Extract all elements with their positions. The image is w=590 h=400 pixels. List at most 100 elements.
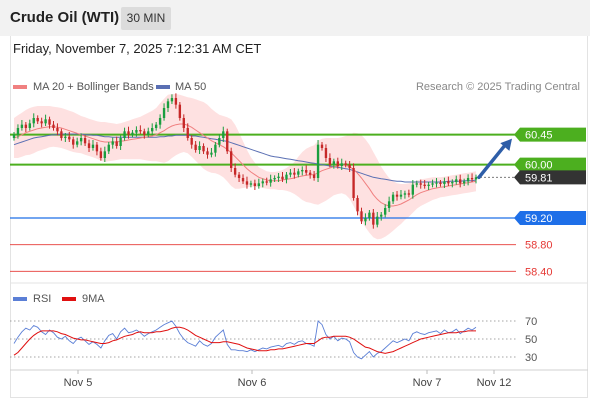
candle-body (257, 183, 261, 186)
candle-body (427, 184, 430, 186)
rsi-ma-legend-swatch (62, 297, 76, 301)
chart-frame (10, 36, 588, 398)
candle-body (202, 146, 205, 152)
candle-body (435, 182, 438, 184)
x-tick-label: Nov 5 (64, 377, 93, 389)
price-tag-bg (514, 170, 586, 185)
candle-body (186, 128, 189, 138)
candle-body (218, 138, 221, 145)
candle-body (462, 181, 466, 184)
x-tick-label: Nov 6 (238, 377, 267, 389)
candle-body (178, 104, 182, 118)
candle-body (123, 131, 126, 138)
price-tag-59-81: 59.81 (525, 172, 553, 184)
price-levels (10, 133, 516, 272)
candle-body (451, 182, 454, 184)
header-bar: Crude Oil (WTI) 30 MIN (0, 0, 590, 36)
candle-body (182, 118, 185, 128)
candle-body (107, 144, 110, 152)
candle-body (237, 174, 241, 178)
candle-body (56, 128, 59, 132)
candle-body (190, 138, 193, 145)
rsi-line (13, 320, 477, 360)
candle-body (474, 177, 478, 180)
candle-body (52, 124, 55, 128)
candle-body (44, 119, 47, 124)
candle-body (407, 193, 411, 195)
candle-body (352, 168, 355, 198)
candle-body (12, 134, 16, 138)
price-tag-bg (514, 211, 586, 225)
price-tag-58-80: 58.80 (525, 240, 553, 252)
candle-body (439, 182, 442, 184)
candle-body (415, 183, 418, 185)
candle-body (20, 124, 24, 128)
candle-body (301, 170, 304, 172)
candle-body (395, 194, 399, 197)
candle-body (214, 144, 217, 153)
candle-body (383, 208, 387, 215)
candle-body (443, 181, 446, 184)
candle-body (32, 118, 35, 124)
candle-body (403, 193, 407, 195)
candle-body (194, 144, 197, 150)
candle-body (391, 194, 395, 202)
candle-body (147, 131, 150, 135)
candle-body (411, 184, 415, 195)
candle-body (249, 183, 253, 185)
datetime-label: Friday, November 7, 2025 7:12:31 AM CET (13, 41, 262, 56)
candle-body (99, 151, 103, 158)
rsi-tick-label: 30 (525, 352, 537, 364)
candle-body (376, 216, 379, 225)
candle-body (143, 131, 146, 135)
candle-body (356, 198, 359, 212)
candle-body (226, 131, 229, 152)
candlesticks (12, 93, 478, 229)
rsi-tick-label: 70 (525, 316, 537, 328)
candle-body (336, 161, 339, 166)
price-tag-60-45: 60.45 (525, 130, 553, 142)
candle-body (64, 136, 67, 138)
candle-body (115, 141, 118, 146)
candle-body (111, 141, 114, 145)
candle-body (253, 183, 257, 186)
candle-body (198, 146, 201, 150)
candle-body (372, 212, 375, 225)
price-tag-60-00: 60.00 (525, 160, 553, 172)
copyright-label: Research © 2025 Trading Central (416, 81, 580, 93)
rsi-legend-swatch (13, 297, 27, 301)
candle-body (151, 128, 154, 132)
ma20-legend-swatch (13, 85, 27, 89)
candle-body (289, 172, 292, 175)
candle-body (36, 118, 39, 122)
candle-body (459, 179, 462, 184)
ma20-line (13, 123, 477, 207)
candle-body (79, 138, 83, 142)
candle-body (324, 148, 328, 158)
ma50-line (13, 133, 477, 183)
candle-body (455, 179, 458, 182)
candle-body (447, 181, 450, 184)
moving-averages (13, 123, 477, 207)
candle-body (305, 170, 308, 173)
candle-body (87, 143, 91, 148)
candle-body (206, 151, 209, 155)
candle-body (131, 132, 134, 135)
candle-body (103, 151, 107, 158)
candle-body (340, 163, 343, 166)
price-tag-bg (514, 127, 586, 142)
price-tag-bg (514, 157, 586, 172)
ma50-legend-label: MA 50 (175, 81, 206, 93)
candle-body (174, 98, 178, 105)
candle-body (170, 98, 174, 102)
candle-body (95, 144, 99, 152)
rsi-legend-label: RSI (33, 293, 51, 305)
candle-body (380, 214, 383, 217)
timeframe-button[interactable]: 30 MIN (121, 7, 171, 30)
candle-body (222, 131, 225, 138)
candle-body (233, 168, 237, 175)
candle-body (312, 174, 316, 178)
candle-body (75, 141, 79, 145)
